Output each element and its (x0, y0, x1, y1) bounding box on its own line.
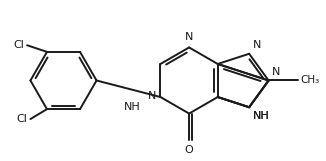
Text: N: N (148, 91, 156, 101)
Text: NH: NH (252, 111, 269, 121)
Text: N: N (185, 33, 193, 43)
Text: O: O (185, 145, 193, 155)
Text: N: N (252, 40, 261, 50)
Text: NH: NH (252, 111, 269, 121)
Text: CH₃: CH₃ (301, 75, 320, 85)
Text: N: N (272, 67, 280, 77)
Text: NH: NH (124, 102, 140, 112)
Text: Cl: Cl (16, 114, 27, 124)
Text: Cl: Cl (13, 40, 24, 50)
